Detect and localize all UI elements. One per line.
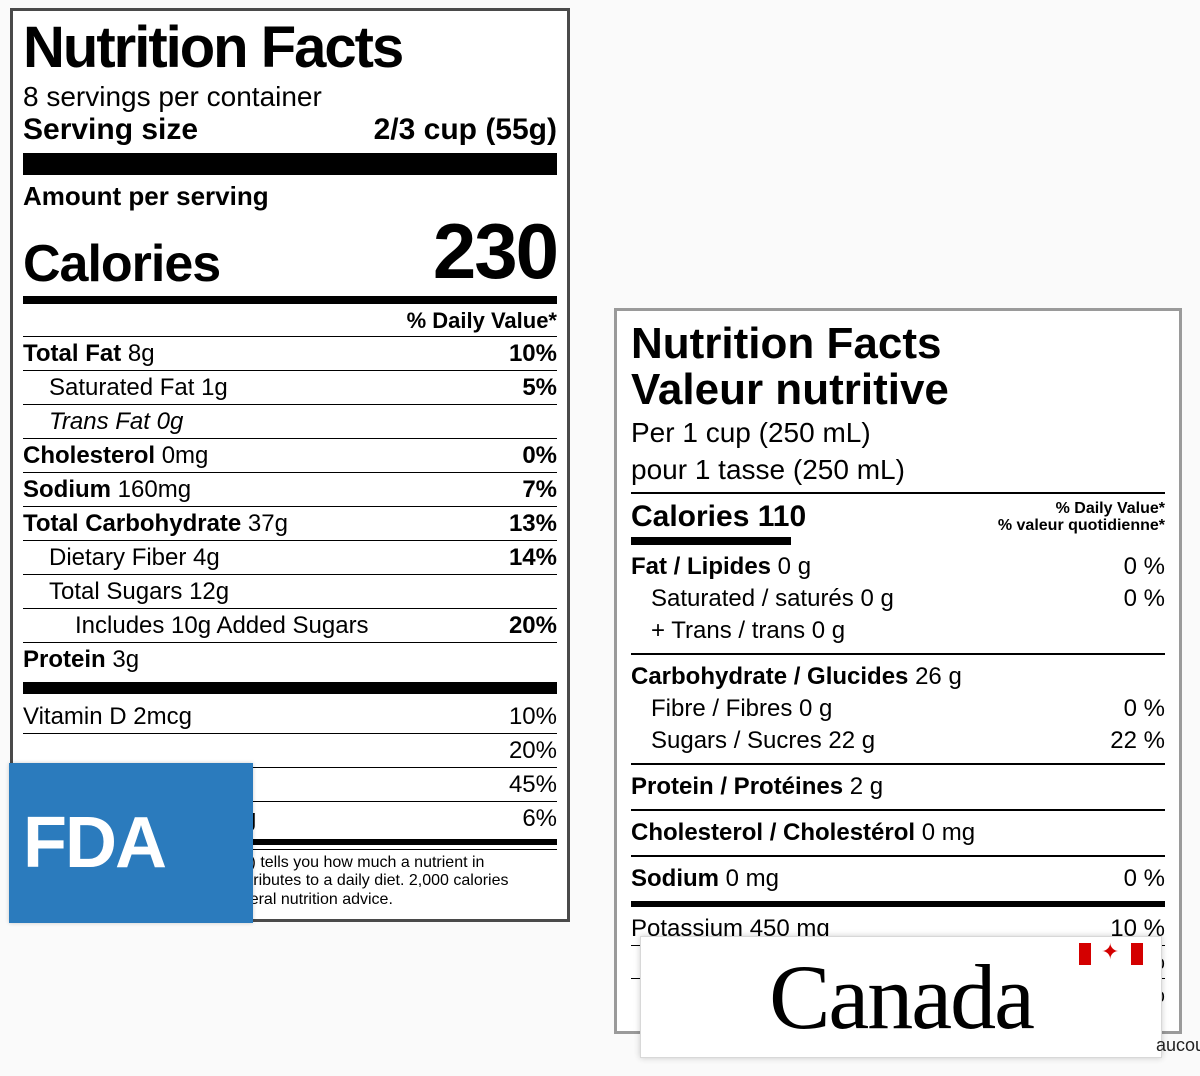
per-fr: pour 1 tasse (250 mL)	[631, 454, 1165, 486]
calories-underscore	[631, 537, 791, 545]
canada-wordmark: Canada	[640, 936, 1162, 1058]
ca-dv-en: % Daily Value*	[998, 500, 1165, 518]
servings-per-container: 8 servings per container	[23, 81, 557, 113]
ca-calories: Calories 110	[631, 500, 806, 534]
row-cholesterol: Cholesterol 0mg 0%	[23, 438, 557, 472]
ca-row-fat: Fat / Lipides 0 g0 %	[631, 551, 1165, 583]
ca-title-fr: Valeur nutritive	[631, 367, 1165, 413]
us-title: Nutrition Facts	[23, 19, 557, 77]
overflow-text: aucoup	[1156, 1035, 1200, 1056]
divider-med	[23, 682, 557, 694]
fda-badge: FDA	[9, 763, 253, 923]
ca-dv-fr: % valeur quotidienne*	[998, 517, 1165, 535]
canada-nutrition-label: Nutrition Facts Valeur nutritive Per 1 c…	[614, 308, 1182, 1034]
dv-header: % Daily Value*	[23, 308, 557, 334]
ca-row-trans: + Trans / trans 0 g	[631, 615, 1165, 647]
divider-thick	[23, 153, 557, 175]
row-sodium: Sodium 160mg 7%	[23, 472, 557, 506]
per-en: Per 1 cup (250 mL)	[631, 417, 1165, 449]
ca-title-en: Nutrition Facts	[631, 321, 1165, 367]
row-total-carb: Total Carbohydrate 37g 13%	[23, 506, 557, 540]
row-obscured-20: 20%	[23, 733, 557, 767]
serving-size-label: Serving size	[23, 113, 198, 147]
us-nutrition-label: Nutrition Facts 8 servings per container…	[10, 8, 570, 922]
row-total-fat: Total Fat 8g 10%	[23, 336, 557, 370]
serving-size-value: 2/3 cup (55g)	[374, 113, 557, 147]
row-protein: Protein 3g	[23, 642, 557, 676]
calories-label: Calories	[23, 238, 220, 290]
row-total-sugars: Total Sugars 12g	[23, 574, 557, 608]
row-vitamin-d: Vitamin D 2mcg 10%	[23, 700, 557, 733]
row-sat-fat: Saturated Fat 1g 5%	[23, 370, 557, 404]
canada-flag-icon	[1079, 943, 1143, 965]
ca-row-sugars: Sugars / Sucres 22 g22 %	[631, 725, 1165, 757]
row-trans-fat: Trans Fat 0g	[23, 404, 557, 438]
ca-row-chol: Cholesterol / Cholestérol 0 mg	[631, 817, 1165, 849]
ca-row-sodium: Sodium 0 mg0 %	[631, 863, 1165, 895]
ca-row-sat: Saturated / saturés 0 g0 %	[631, 583, 1165, 615]
row-added-sugars: Includes 10g Added Sugars 20%	[23, 608, 557, 642]
calories-value: 230	[433, 212, 557, 290]
ca-row-fibre: Fibre / Fibres 0 g0 %	[631, 693, 1165, 725]
ca-row-carb: Carbohydrate / Glucides 26 g	[631, 661, 1165, 693]
ca-row-protein: Protein / Protéines 2 g	[631, 771, 1165, 803]
row-fiber: Dietary Fiber 4g 14%	[23, 540, 557, 574]
